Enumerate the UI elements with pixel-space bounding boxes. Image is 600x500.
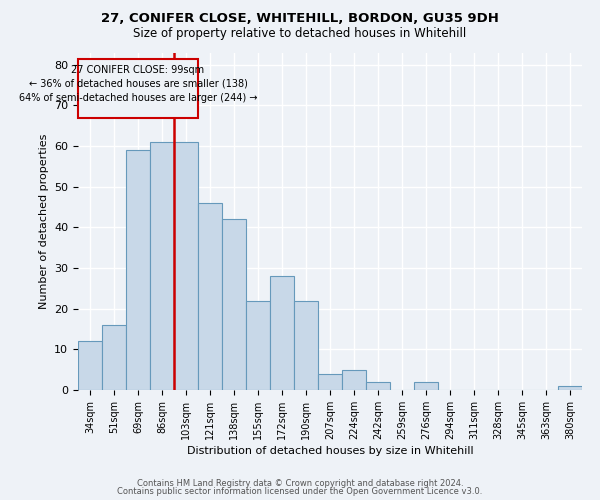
Bar bbox=[342, 370, 366, 390]
Text: Contains public sector information licensed under the Open Government Licence v3: Contains public sector information licen… bbox=[118, 487, 482, 496]
Text: 27 CONIFER CLOSE: 99sqm: 27 CONIFER CLOSE: 99sqm bbox=[71, 64, 205, 74]
Bar bbox=[318, 374, 342, 390]
Y-axis label: Number of detached properties: Number of detached properties bbox=[38, 134, 49, 309]
Bar bbox=[246, 300, 270, 390]
Bar bbox=[222, 219, 246, 390]
Text: ← 36% of detached houses are smaller (138): ← 36% of detached houses are smaller (13… bbox=[29, 79, 247, 89]
Bar bbox=[366, 382, 390, 390]
Bar bbox=[294, 300, 318, 390]
X-axis label: Distribution of detached houses by size in Whitehill: Distribution of detached houses by size … bbox=[187, 446, 473, 456]
Bar bbox=[270, 276, 294, 390]
Bar bbox=[102, 325, 126, 390]
FancyBboxPatch shape bbox=[78, 58, 198, 118]
Text: Size of property relative to detached houses in Whitehill: Size of property relative to detached ho… bbox=[133, 28, 467, 40]
Bar bbox=[414, 382, 438, 390]
Bar bbox=[126, 150, 150, 390]
Bar bbox=[150, 142, 174, 390]
Bar bbox=[174, 142, 198, 390]
Bar bbox=[198, 203, 222, 390]
Text: 64% of semi-detached houses are larger (244) →: 64% of semi-detached houses are larger (… bbox=[19, 93, 257, 103]
Text: 27, CONIFER CLOSE, WHITEHILL, BORDON, GU35 9DH: 27, CONIFER CLOSE, WHITEHILL, BORDON, GU… bbox=[101, 12, 499, 26]
Bar bbox=[558, 386, 582, 390]
Text: Contains HM Land Registry data © Crown copyright and database right 2024.: Contains HM Land Registry data © Crown c… bbox=[137, 478, 463, 488]
Bar bbox=[78, 341, 102, 390]
